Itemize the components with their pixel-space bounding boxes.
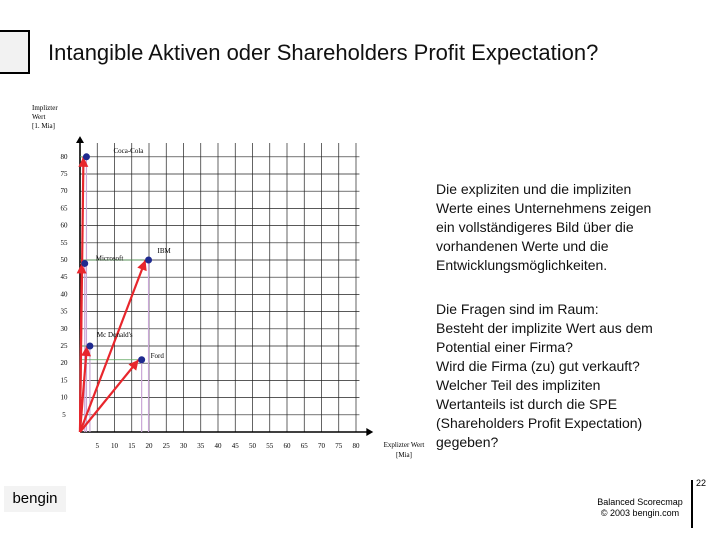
y-tick-label: 5 [62,411,66,419]
y-tick-label: 25 [61,342,69,350]
paragraph-line: Die Fragen sind im Raum: [436,301,599,317]
value-vector-arrow [78,345,88,433]
x-tick-label: 35 [197,442,205,450]
paragraph-line: Entwicklungsmöglichkeiten. [436,257,608,273]
y-tick-label: 50 [61,256,69,264]
y-tick-label: 20 [61,359,69,367]
paragraph-line: Welcher Teil des impliziten [436,377,601,393]
y-tick-label: 75 [61,170,69,178]
x-tick-label: 45 [232,442,240,450]
x-axis-title-line: [Mia] [396,451,412,459]
x-tick-label: 50 [249,442,257,450]
y-axis-arrowhead [76,136,84,144]
y-tick-label: 40 [61,290,69,298]
page-number: 22 [696,478,707,488]
arrowhead [137,260,147,272]
company-data-point [82,153,90,161]
explanation-paragraph: Die expliziten und die impliziten Werte … [436,180,698,275]
y-axis-title: Implizter Wert [1. Mia] [32,104,82,131]
company-data-point [145,256,153,264]
y-tick-label: 15 [61,376,69,384]
paragraph-line: gegeben? [436,434,499,450]
x-tick-label: 60 [284,442,292,450]
x-axis-arrowhead [366,428,374,436]
y-tick-label: 60 [61,222,69,230]
paragraph-line: Die expliziten und die impliziten [436,181,632,197]
footer-line: © 2003 bengin.com [600,508,680,518]
value-vector-arrow [78,259,147,433]
brand-logo: bengin [4,486,66,512]
y-axis-title-line: [1. Mia] [32,122,55,130]
y-tick-label: 80 [61,153,69,161]
y-tick-label: 65 [61,204,69,212]
company-label: Ford [151,352,165,360]
footer-credits: Balanced Scorecmap © 2003 bengin.com [588,497,692,519]
x-tick-label: 40 [215,442,223,450]
x-tick-label: 80 [353,442,361,450]
value-vector-arrow [78,263,83,433]
paragraph-line: (Shareholders Profit Expectation) [436,415,643,431]
x-axis-title: Explizter Wert [Mia] [376,440,432,460]
arrowhead [78,156,89,167]
arrowhead [81,346,92,357]
questions-paragraph: Die Fragen sind im Raum: Besteht der imp… [436,300,698,452]
paragraph-line: Wertanteils ist durch die SPE [436,396,618,412]
paragraph-line: ein vollständigeres Bild über die [436,219,634,235]
paragraph-line: Wird die Firma (zu) gut verkauft? [436,358,640,374]
company-data-point [81,259,89,267]
footer-line: Balanced Scorecmap [597,497,683,507]
company-data-point [86,342,94,350]
company-label: Microsoft [96,254,124,262]
x-tick-label: 5 [96,442,100,450]
arrowhead [128,359,139,371]
company-label: Coca-Cola [113,147,144,155]
y-tick-label: 70 [61,187,69,195]
y-tick-label: 35 [61,308,69,316]
x-tick-label: 25 [163,442,171,450]
y-tick-label: 10 [61,394,69,402]
paragraph-line: vorhandenen Werte und die [436,238,609,254]
x-axis-title-line: Explizter Wert [383,441,425,449]
y-axis-title-line: Wert [32,113,46,121]
company-label: Mc Donald's [97,331,133,339]
y-tick-label: 30 [61,325,69,333]
corner-marker [0,30,30,74]
x-tick-label: 55 [266,442,274,450]
x-tick-label: 10 [111,442,119,450]
x-tick-label: 75 [335,442,343,450]
paragraph-line: Besteht der implizite Wert aus dem [436,320,653,336]
value-vector-arrow [79,359,140,433]
x-tick-label: 65 [301,442,309,450]
x-tick-label: 30 [180,442,188,450]
y-tick-label: 55 [61,239,69,247]
footer-divider [691,480,693,528]
x-tick-label: 15 [128,442,136,450]
company-label: IBM [158,247,172,255]
slide-title: Intangible Aktiven oder Shareholders Pro… [48,40,599,65]
y-tick-label: 45 [61,273,69,281]
company-data-point [138,356,146,364]
x-tick-label: 20 [146,442,154,450]
paragraph-line: Werte eines Unternehmens zeigen [436,200,652,216]
paragraph-line: Potential einer Firma? [436,339,573,355]
x-tick-label: 70 [318,442,326,450]
y-axis-title-line: Implizter [32,104,58,112]
arrowhead [76,263,87,274]
